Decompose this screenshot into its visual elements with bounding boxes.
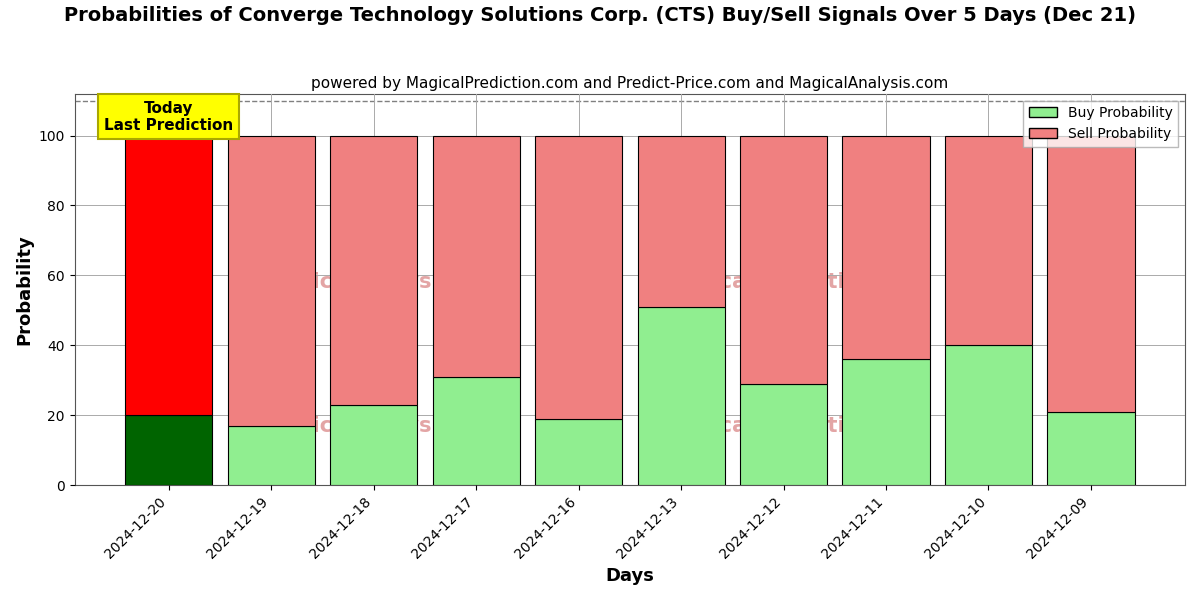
Text: Today
Last Prediction: Today Last Prediction	[104, 101, 233, 133]
Bar	[228, 136, 314, 426]
Text: Probabilities of Converge Technology Solutions Corp. (CTS) Buy/Sell Signals Over: Probabilities of Converge Technology Sol…	[64, 6, 1136, 25]
Bar	[330, 136, 418, 405]
Y-axis label: Probability: Probability	[16, 234, 34, 345]
Bar	[740, 136, 827, 384]
Text: MagicalAnalysis.com: MagicalAnalysis.com	[263, 272, 508, 292]
Bar	[125, 136, 212, 415]
Bar	[637, 307, 725, 485]
Bar	[842, 359, 930, 485]
Bar	[535, 419, 622, 485]
Title: powered by MagicalPrediction.com and Predict-Price.com and MagicalAnalysis.com: powered by MagicalPrediction.com and Pre…	[311, 76, 948, 91]
Bar	[1048, 136, 1134, 412]
Text: MagicalPrediction.com: MagicalPrediction.com	[662, 272, 930, 292]
Bar	[842, 136, 930, 359]
Bar	[330, 405, 418, 485]
Bar	[228, 426, 314, 485]
Bar	[944, 136, 1032, 346]
Bar	[637, 136, 725, 307]
Text: MagicalPrediction.com: MagicalPrediction.com	[662, 416, 930, 436]
Text: MagicalAnalysis.com: MagicalAnalysis.com	[263, 416, 508, 436]
Bar	[740, 384, 827, 485]
Bar	[432, 136, 520, 377]
Bar	[125, 415, 212, 485]
Bar	[535, 136, 622, 419]
Bar	[944, 346, 1032, 485]
Bar	[1048, 412, 1134, 485]
Legend: Buy Probability, Sell Probability: Buy Probability, Sell Probability	[1024, 101, 1178, 146]
X-axis label: Days: Days	[605, 567, 654, 585]
Bar	[432, 377, 520, 485]
